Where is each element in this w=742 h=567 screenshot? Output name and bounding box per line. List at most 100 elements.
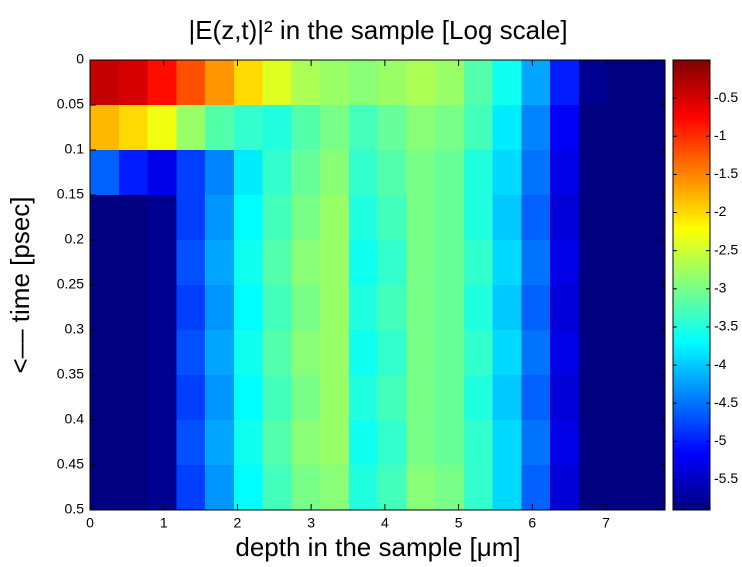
heatmap-cell xyxy=(578,150,609,196)
heatmap-cell xyxy=(320,150,350,196)
heatmap-cell xyxy=(492,150,522,196)
heatmap-cell xyxy=(406,60,436,106)
heatmap-cell xyxy=(550,375,580,421)
heatmap-cell xyxy=(147,150,177,196)
heatmap-cell xyxy=(205,60,235,106)
heatmap-cell xyxy=(550,60,580,106)
heatmap-cell xyxy=(348,60,379,106)
heatmap-cell xyxy=(463,60,494,106)
y-tick-label: 0.25 xyxy=(57,276,84,292)
heatmap-cell xyxy=(233,195,264,241)
heatmap-cell xyxy=(463,195,494,241)
heatmap-cell xyxy=(348,375,379,421)
heatmap-cell xyxy=(118,105,149,151)
y-tick-label: 0.05 xyxy=(57,96,84,112)
heatmap-cell xyxy=(320,105,350,151)
heatmap-cell xyxy=(492,60,522,106)
heatmap-cell xyxy=(435,285,465,331)
heatmap-cell xyxy=(521,285,551,331)
heatmap-cell xyxy=(205,420,235,466)
heatmap-cell xyxy=(377,150,407,196)
heatmap-cell xyxy=(435,105,465,151)
heatmap-cell xyxy=(406,375,436,421)
heatmap-cell xyxy=(262,285,292,331)
y-tick-label: 0.45 xyxy=(57,456,84,472)
heatmap-cell xyxy=(348,240,379,286)
heatmap-cell xyxy=(262,420,292,466)
heatmap-cell xyxy=(291,420,321,466)
y-tick-label: 0.1 xyxy=(65,141,85,157)
heatmap-cell xyxy=(377,375,407,421)
heatmap-cell xyxy=(291,285,321,331)
heatmap-cell xyxy=(233,105,264,151)
heatmap-cell xyxy=(233,150,264,196)
heatmap-cell xyxy=(90,330,120,376)
heatmap-cell xyxy=(205,465,235,511)
heatmap-cell xyxy=(291,195,321,241)
heatmap-cell xyxy=(262,150,292,196)
heatmap-cell xyxy=(550,420,580,466)
heatmap-cell xyxy=(435,60,465,106)
heatmap-cell xyxy=(320,465,350,511)
heatmap-cell xyxy=(205,240,235,286)
heatmap-cell xyxy=(636,60,666,106)
heatmap-cell xyxy=(118,150,149,196)
heatmap-cell xyxy=(233,330,264,376)
heatmap-cell xyxy=(636,240,666,286)
heatmap-cell xyxy=(435,375,465,421)
heatmap-cell xyxy=(291,240,321,286)
x-tick-label: 7 xyxy=(602,515,610,531)
heatmap-cell xyxy=(578,375,609,421)
heatmap-cell xyxy=(492,375,522,421)
heatmap-cell xyxy=(607,465,637,511)
heatmap-cell xyxy=(406,195,436,241)
heatmap-cell xyxy=(550,285,580,331)
heatmap-cell xyxy=(262,195,292,241)
heatmap-cell xyxy=(348,195,379,241)
heatmap-cell xyxy=(435,330,465,376)
x-tick-label: 0 xyxy=(86,515,94,531)
heatmap-cell xyxy=(320,420,350,466)
heatmap-cell xyxy=(90,150,120,196)
heatmap-cell xyxy=(578,240,609,286)
heatmap-cell xyxy=(291,375,321,421)
heatmap-cell xyxy=(176,105,206,151)
heatmap-cell xyxy=(90,465,120,511)
heatmap-cell xyxy=(521,375,551,421)
heatmap-cell xyxy=(607,375,637,421)
heatmap-cell xyxy=(377,330,407,376)
heatmap-cell xyxy=(578,330,609,376)
heatmap-cell xyxy=(118,195,149,241)
heatmap-cell xyxy=(521,240,551,286)
y-tick-label: 0.3 xyxy=(65,321,85,337)
heatmap-cell xyxy=(320,240,350,286)
heatmap-cell xyxy=(291,60,321,106)
heatmap-cell xyxy=(463,150,494,196)
heatmap-cell xyxy=(550,150,580,196)
heatmap-cell xyxy=(90,240,120,286)
heatmap-cell xyxy=(463,375,494,421)
colorbar-tick-label: -5 xyxy=(714,432,727,448)
heatmap-cell xyxy=(492,465,522,511)
heatmap-cell xyxy=(176,420,206,466)
heatmap-cell xyxy=(406,150,436,196)
heatmap-cell xyxy=(435,150,465,196)
y-tick-label: 0.15 xyxy=(57,186,84,202)
x-tick-label: 2 xyxy=(234,515,242,531)
heatmap-cell xyxy=(521,420,551,466)
heatmap-cell xyxy=(492,105,522,151)
heatmap-cell xyxy=(348,465,379,511)
heatmap-cell xyxy=(233,375,264,421)
axes: 0 1 2 3 4 5 6 7 0 0.05 0.1 0.15 0.2 0.25 0.3 0.35 0.4 0.4… xyxy=(57,51,739,531)
heatmap-cell xyxy=(636,420,666,466)
heatmap-cell xyxy=(90,195,120,241)
heatmap-cell xyxy=(636,195,666,241)
heatmap-cell xyxy=(607,420,637,466)
heatmap-cell xyxy=(176,150,206,196)
heatmap-cell xyxy=(377,240,407,286)
heatmap-cell xyxy=(348,150,379,196)
heatmap-cell xyxy=(147,60,177,106)
y-tick-label: 0.5 xyxy=(65,501,85,517)
x-tick-label: 4 xyxy=(381,515,389,531)
heatmap-cell xyxy=(90,420,120,466)
